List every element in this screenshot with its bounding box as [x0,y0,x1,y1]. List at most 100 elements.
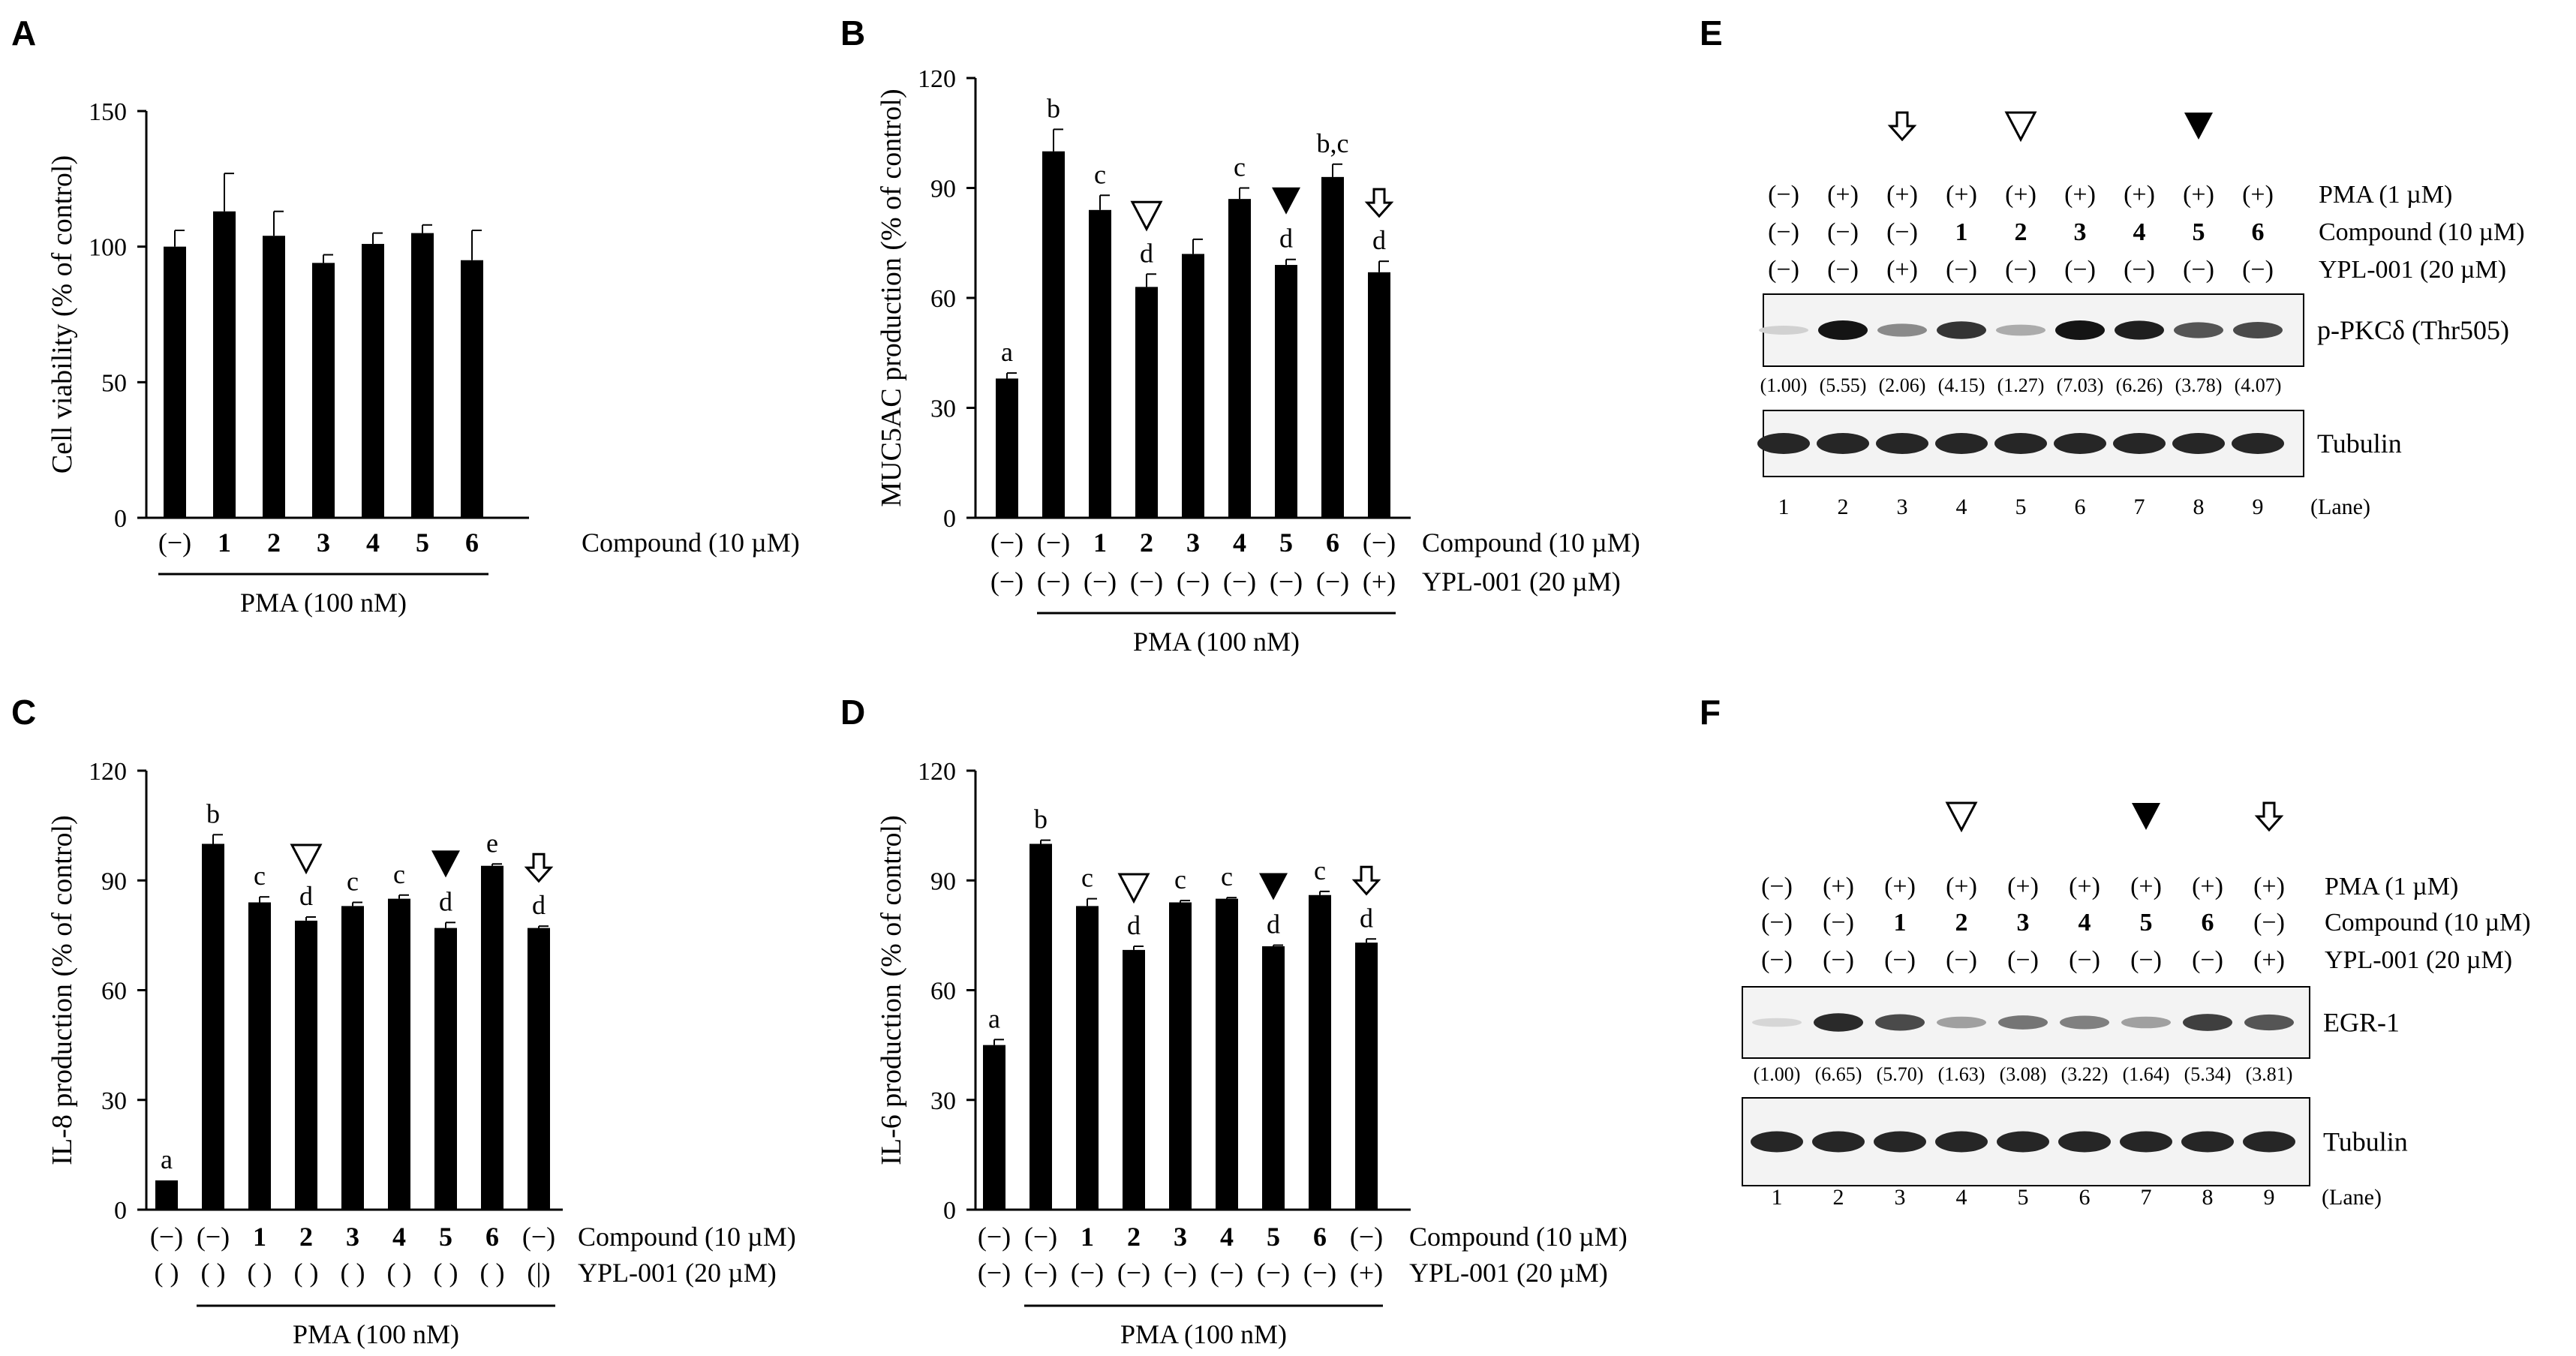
significance-letter: d [1127,910,1141,940]
protein-band [2174,322,2223,338]
y-tick-label: 90 [930,176,956,203]
row-cell: (−) [1827,256,1859,284]
row-cell: (−) [2130,946,2162,974]
row-cell: (−) [1946,256,1977,284]
significance-letter: b [1034,804,1048,834]
lane-number: 3 [1895,1185,1906,1210]
tubulin-band [1997,1131,2049,1153]
lane-number: 2 [1833,1185,1844,1210]
bar [341,906,364,1210]
filled-marker [1272,187,1300,215]
row-label: PMA (1 µM) [2319,181,2452,209]
row-cell: (−) [1303,1258,1336,1288]
tubulin-band [1935,433,1988,454]
lane-number: 1 [1772,1185,1783,1210]
tubulin-band [1935,1131,1988,1153]
significance-letter: b,c [1317,128,1349,158]
row-cell: (+) [2069,873,2100,900]
row-cell: (−) [1768,218,1799,246]
row-cell: ( ) [201,1258,226,1288]
bar [434,928,457,1210]
chart-a: 0 50 100 150 Cell viability (% of control) (−… [47,98,800,618]
row-cell: 1 [1093,528,1107,558]
row-cell: (−) [978,1222,1011,1252]
lane-number: 8 [2202,1185,2214,1210]
row-cell: (−) [1210,1258,1243,1288]
row-cell: 3 [1186,528,1200,558]
row-cell: (−) [1761,873,1793,900]
row-cell: (−) [1823,909,1854,937]
significance-letter: c [1174,864,1186,894]
tubulin-band [2232,433,2284,454]
open-marker [1130,200,1163,232]
row-cell: (−) [1037,567,1070,597]
blot-f: (−) (+) (+) (+) (+) (+) (+) (+) (+) PMA (1 µM) (−)… [1742,801,2531,1210]
row-cell: 5 [1279,528,1293,558]
row-label: YPL-001 (20 µM) [2319,256,2506,284]
protein-band [1875,1014,1925,1031]
band-quantification: (1.64) [2123,1063,2170,1085]
bar [528,928,550,1210]
band-quantification: (4.07) [2235,374,2282,396]
row-cell: (−) [1946,946,1977,974]
protein-band [1937,1016,1986,1029]
tubulin-band [2172,433,2225,454]
row-cell: ( ) [480,1258,505,1288]
pma-label: PMA (100 nM) [240,588,407,618]
significance-letter: c [1314,855,1326,885]
y-axis-label: IL-6 production (% of control) [876,815,907,1165]
row-cell: 5 [2193,218,2205,246]
row-cell: (−) [990,528,1023,558]
significance-letter: d [1267,910,1280,940]
y-tick-label: 90 [930,867,956,895]
row-cell: (+) [2064,181,2096,209]
filled-marker [2132,803,2160,830]
row-cell: 2 [1140,528,1153,558]
significance-letter: c [254,861,266,891]
row-cell: (+) [2192,873,2223,900]
row-cell: (−) [197,1222,230,1252]
bar [202,843,224,1210]
band-quantification: (7.03) [2057,374,2104,396]
row-cell: (−) [522,1222,555,1252]
bar [1042,151,1065,518]
row-cell: (−) [1270,567,1303,597]
tubulin-band [1817,433,1869,454]
row-cell: (−) [150,1222,183,1252]
row-cell: 5 [2140,909,2153,937]
chart-c: 0 30 60 90 120 IL-8 production (% of control)… [47,758,796,1349]
row-cell: (+) [1946,181,1977,209]
row-cell: (−) [1084,567,1117,597]
y-tick-label: 0 [114,1197,127,1225]
row-label: Compound (10 µM) [1409,1222,1628,1252]
protein-band [2115,320,2164,340]
row-cell: (−) [1223,567,1256,597]
band-quantification: (6.65) [1815,1063,1862,1085]
lane-number: 4 [1956,1185,1967,1210]
row-cell: 4 [366,528,380,558]
protein-band [2060,1015,2109,1030]
row-cell: ( ) [294,1258,319,1288]
row-cell: (−) [2007,946,2039,974]
lane-label: (Lane) [2322,1185,2382,1210]
row-cell: (+) [1886,181,1918,209]
row-label: Compound (10 µM) [2319,218,2525,246]
row-cell: (+) [1350,1258,1383,1288]
significance-letter: d [1279,224,1293,254]
y-axis-label: Cell viability (% of control) [47,155,78,474]
band-quantification: (1.00) [1754,1063,1801,1085]
arrow-marker [524,852,554,883]
bar [1089,209,1111,518]
lane-number: 8 [2193,495,2205,519]
band-quantification: (3.22) [2061,1063,2109,1085]
band-quantification: (5.34) [2184,1063,2232,1085]
row-cell: 6 [1313,1222,1327,1252]
row-cell: 4 [1220,1222,1234,1252]
row-cell: (+) [1946,873,1977,900]
row-cell: (−) [1363,528,1396,558]
significance-letter: a [161,1144,173,1174]
pma-label: PMA (100 nM) [1120,1319,1287,1349]
panel-label-f: F [1700,693,1721,732]
band-label: p-PKCδ (Thr505) [2317,315,2509,345]
